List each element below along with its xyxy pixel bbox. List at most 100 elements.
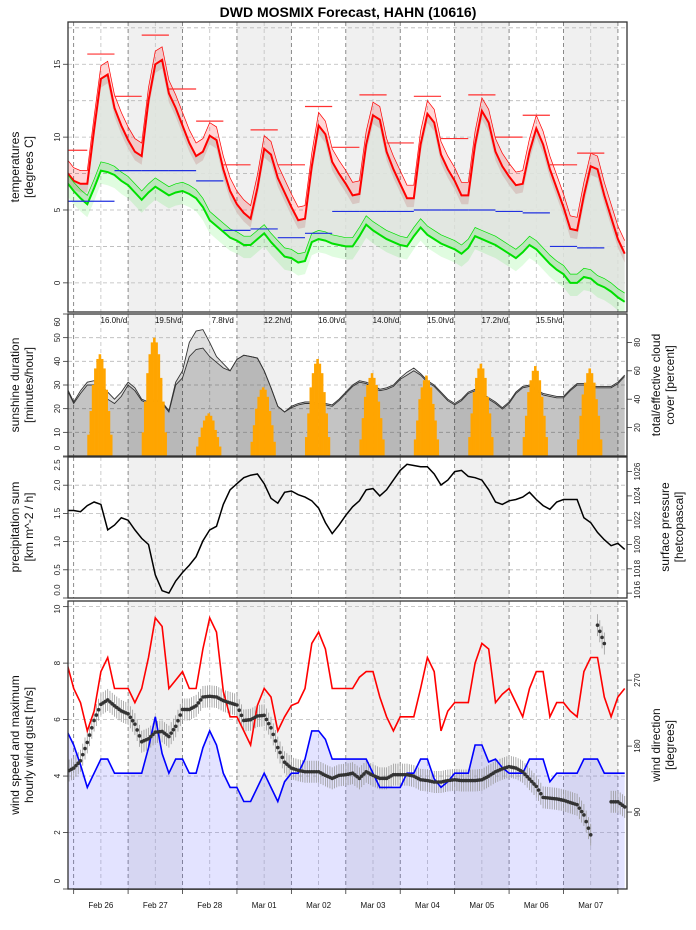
sunshine-bar bbox=[436, 439, 440, 456]
wind-direction-point bbox=[130, 718, 135, 723]
wind-direction-point bbox=[92, 718, 96, 723]
sunshine-bar bbox=[311, 373, 315, 456]
sunshine-bar bbox=[214, 429, 217, 456]
sunshine-bar bbox=[143, 401, 147, 456]
sunshine-bar bbox=[479, 363, 483, 456]
right-axis-tick-label: 1018 bbox=[633, 559, 642, 577]
panel-3-plot-area bbox=[68, 601, 627, 889]
sunshine-bar bbox=[207, 413, 211, 456]
left-axis-tick-label: 15 bbox=[53, 59, 62, 68]
sunshine-bar bbox=[325, 413, 328, 456]
wind-speed-axis-label-line1: wind speed and maximum bbox=[8, 675, 22, 815]
daily-sunshine-total-label: 17.2h/d bbox=[482, 316, 509, 325]
left-axis-tick-label: 2 bbox=[53, 830, 62, 835]
left-axis-tick-label: 0.0 bbox=[53, 584, 62, 596]
wind-direction-point bbox=[96, 707, 101, 712]
sunshine-bar bbox=[259, 389, 263, 456]
sunshine-bar bbox=[431, 403, 435, 456]
sunshine-bar bbox=[91, 385, 95, 456]
sunshine-bar bbox=[257, 396, 260, 456]
wind-direction-point bbox=[523, 772, 527, 776]
wind-direction-point bbox=[525, 774, 530, 779]
right-axis-tick-label: 1022 bbox=[633, 511, 642, 529]
right-axis-tick-label: 1026 bbox=[633, 462, 642, 480]
left-axis-tick-label: 60 bbox=[53, 317, 62, 326]
wind-direction-point bbox=[536, 788, 541, 792]
sunshine-bar bbox=[581, 394, 585, 456]
wind-direction-point bbox=[622, 805, 627, 809]
sunshine-bar bbox=[107, 411, 111, 456]
wind-direction-point bbox=[239, 713, 244, 718]
wind-direction-point bbox=[167, 734, 171, 739]
wind-speed-axis-label-line2: hourly wind gust [m/s] bbox=[22, 687, 36, 803]
daily-sunshine-total-label: 14.0h/d bbox=[373, 316, 400, 325]
precipitation-axis-label-line2: [km m^-2 / h] bbox=[22, 493, 36, 562]
sunshine-bar bbox=[472, 392, 476, 456]
sunshine-bar bbox=[87, 434, 90, 456]
wind-direction-point bbox=[359, 774, 364, 778]
sunshine-bar bbox=[266, 396, 269, 456]
wind-gust-line bbox=[68, 615, 626, 748]
sunshine-bar bbox=[588, 368, 592, 456]
wind-direction-axis-label-line2: [degrees] bbox=[663, 720, 677, 770]
panel-2-plot-area bbox=[68, 457, 627, 598]
daily-sunshine-total-label: 7.8h/d bbox=[212, 316, 234, 325]
sunshine-bar bbox=[425, 375, 428, 456]
chart-title: DWD MOSMIX Forecast, HAHN (10616) bbox=[220, 4, 477, 20]
temperature-axis-label-line2: [degrees C] bbox=[22, 136, 36, 198]
wind-direction-point bbox=[74, 763, 78, 768]
daily-sunshine-total-label: 15.0h/d bbox=[427, 316, 454, 325]
left-axis-tick-label: 10 bbox=[53, 604, 62, 613]
wind-direction-point bbox=[178, 713, 183, 717]
wind-direction-point bbox=[595, 623, 600, 627]
sunshine-bar bbox=[261, 387, 265, 456]
sunshine-bar bbox=[590, 373, 594, 456]
sunshine-bar bbox=[434, 420, 437, 456]
left-axis-tick-label: 4 bbox=[53, 773, 62, 778]
x-axis-date-label: Mar 04 bbox=[415, 901, 440, 910]
sunshine-bar bbox=[370, 373, 374, 456]
sunshine-bar bbox=[89, 411, 93, 456]
sunshine-bar bbox=[481, 368, 485, 456]
sunshine-bar bbox=[205, 415, 208, 456]
sunshine-bar bbox=[200, 427, 204, 456]
sunshine-bar bbox=[538, 380, 542, 456]
sunshine-bar bbox=[212, 420, 215, 456]
left-axis-tick-label: 0.5 bbox=[53, 564, 62, 576]
sunshine-axis-label-line2: [minutes/hour] bbox=[22, 347, 36, 423]
sunshine-bar bbox=[540, 396, 544, 456]
sunshine-bar bbox=[100, 358, 104, 456]
precipitation-axis-label-line1: precipitation sum bbox=[8, 482, 22, 573]
sunshine-bar bbox=[155, 342, 158, 456]
wind-direction-point bbox=[235, 703, 239, 707]
sunshine-axis-label-line1: sunshine duration bbox=[8, 338, 22, 433]
left-axis-tick-label: 2.5 bbox=[53, 459, 62, 471]
wind-direction-point bbox=[169, 731, 173, 735]
sunshine-bar bbox=[488, 413, 492, 456]
sunshine-bar bbox=[599, 439, 603, 456]
right-axis-tick-label: 270 bbox=[633, 673, 642, 687]
daily-sunshine-total-label: 12.2h/d bbox=[264, 316, 291, 325]
x-axis-date-label: Mar 05 bbox=[469, 901, 494, 910]
sunshine-bar bbox=[216, 437, 220, 456]
wind-direction-point bbox=[151, 732, 155, 737]
wind-direction-point bbox=[532, 782, 536, 786]
sunshine-bar bbox=[373, 377, 376, 456]
sunshine-bar bbox=[382, 439, 385, 456]
sunshine-bar bbox=[327, 437, 331, 456]
wind-direction-point bbox=[527, 777, 532, 781]
wind-direction-point bbox=[586, 826, 591, 830]
x-axis-date-label: Mar 06 bbox=[524, 901, 549, 910]
left-axis-tick-label: 10 bbox=[53, 427, 62, 436]
wind-direction-point bbox=[71, 766, 76, 770]
sunshine-bar bbox=[150, 342, 154, 456]
sunshine-bar bbox=[534, 366, 537, 456]
sunshine-bar bbox=[359, 439, 362, 456]
left-axis-tick-label: 50 bbox=[53, 333, 62, 342]
wind-direction-point bbox=[90, 725, 94, 730]
sunshine-bar bbox=[98, 354, 102, 456]
right-axis-tick-label: 90 bbox=[633, 807, 642, 816]
x-axis-date-label: Mar 01 bbox=[252, 901, 277, 910]
right-axis-tick-label: 1024 bbox=[633, 486, 642, 504]
wind-direction-point bbox=[198, 698, 203, 702]
